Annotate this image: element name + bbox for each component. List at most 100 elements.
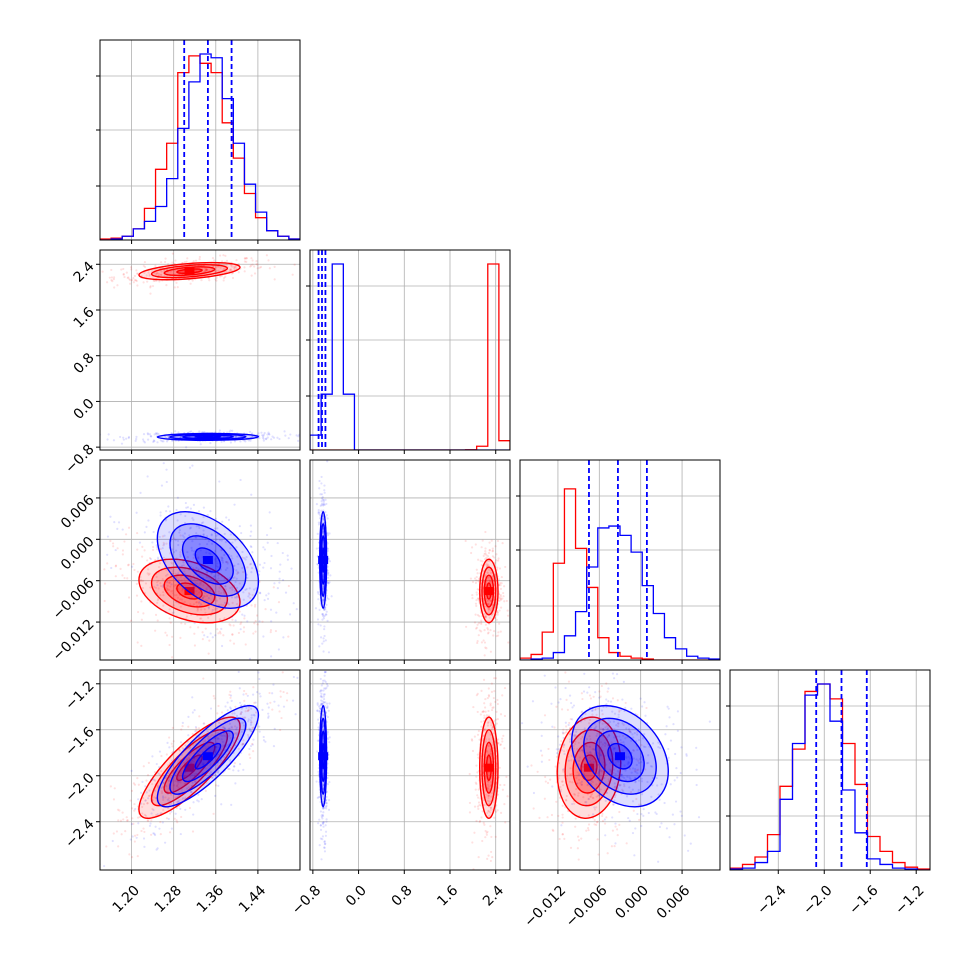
- scatter-point: [485, 647, 488, 650]
- scatter-point: [320, 509, 323, 512]
- scatter-point: [179, 534, 182, 537]
- scatter-point: [189, 761, 192, 764]
- scatter-point: [236, 733, 239, 736]
- scatter-point: [128, 853, 131, 856]
- scatter-point: [629, 731, 633, 734]
- scatter-point: [315, 503, 319, 506]
- scatter-point: [581, 749, 584, 752]
- scatter-point: [322, 527, 325, 530]
- scatter-point: [198, 255, 201, 259]
- scatter-point: [211, 609, 214, 612]
- scatter-point: [558, 837, 561, 841]
- scatter-point: [607, 734, 611, 737]
- scatter-point: [249, 524, 253, 527]
- scatter-point: [265, 254, 268, 257]
- scatter-point: [112, 278, 115, 281]
- scatter-point: [180, 772, 183, 775]
- scatter-point: [202, 584, 205, 587]
- scatter-point: [101, 270, 104, 273]
- scatter-point: [234, 539, 237, 542]
- scatter-point: [190, 769, 193, 772]
- scatter-point: [600, 709, 604, 712]
- scatter-point: [210, 533, 213, 536]
- scatter-point: [322, 798, 325, 801]
- scatter-point: [321, 682, 325, 685]
- scatter-point: [234, 435, 237, 438]
- scatter-point: [201, 638, 204, 641]
- scatter-point: [141, 797, 145, 800]
- scatter-point: [629, 730, 632, 733]
- scatter-point: [216, 527, 219, 530]
- scatter-point: [589, 738, 592, 741]
- scatter-point: [263, 431, 266, 435]
- scatter-point: [666, 705, 669, 708]
- scatter-point: [571, 802, 574, 806]
- pair-panel-3-2: [519, 669, 721, 871]
- scatter-point: [190, 761, 193, 764]
- scatter-point: [216, 771, 220, 774]
- scatter-point: [219, 734, 222, 737]
- scatter-point: [144, 814, 148, 817]
- scatter-point: [195, 525, 198, 528]
- scatter-point: [327, 571, 330, 574]
- scatter-point: [499, 587, 503, 590]
- scatter-point: [493, 799, 496, 802]
- scatter-point: [487, 599, 490, 602]
- scatter-point: [598, 794, 601, 797]
- scatter-point: [326, 702, 329, 705]
- pair-panel-3-0: [99, 669, 301, 871]
- scatter-point: [270, 655, 273, 658]
- scatter-point: [230, 555, 233, 558]
- scatter-point: [569, 846, 573, 849]
- scatter-point: [323, 608, 326, 611]
- scatter-point: [617, 776, 620, 779]
- scatter-point: [243, 689, 246, 693]
- density-peak-series-0: [184, 587, 195, 596]
- scatter-point: [561, 816, 564, 819]
- scatter-point: [136, 531, 139, 535]
- scatter-point: [320, 696, 324, 699]
- scatter-point: [122, 438, 125, 441]
- scatter-point: [208, 736, 211, 739]
- scatter-point: [484, 615, 488, 618]
- scatter-point: [607, 744, 610, 747]
- scatter-point: [263, 599, 266, 602]
- scatter-point: [201, 631, 204, 634]
- scatter-point: [485, 562, 488, 565]
- scatter-point: [146, 475, 149, 478]
- scatter-point: [488, 800, 491, 803]
- scatter-point: [471, 596, 474, 600]
- scatter-point: [561, 832, 564, 836]
- scatter-point: [485, 831, 488, 834]
- scatter-point: [145, 791, 148, 794]
- scatter-point: [197, 626, 200, 629]
- scatter-point: [591, 813, 595, 816]
- scatter-point: [247, 709, 250, 712]
- scatter-point: [158, 562, 162, 565]
- scatter-point: [495, 553, 498, 556]
- scatter-point: [249, 430, 252, 433]
- scatter-point: [247, 708, 250, 712]
- scatter-point: [167, 263, 170, 266]
- scatter-point: [319, 689, 322, 692]
- scatter-point: [595, 821, 599, 824]
- scatter-point: [247, 720, 250, 723]
- scatter-point: [231, 557, 234, 560]
- scatter-point: [554, 765, 557, 768]
- diag-clip-group: [100, 40, 300, 240]
- scatter-point: [194, 779, 197, 782]
- scatter-point: [132, 281, 135, 284]
- scatter-point: [161, 585, 164, 588]
- scatter-point: [486, 571, 489, 574]
- scatter-point: [606, 736, 609, 739]
- scatter-point: [326, 596, 329, 599]
- scatter-point: [150, 833, 153, 836]
- scatter-point: [621, 749, 624, 752]
- scatter-point: [480, 621, 483, 624]
- scatter-point: [159, 514, 162, 517]
- scatter-point: [265, 533, 269, 537]
- scatter-point: [601, 777, 604, 780]
- scatter-point: [327, 651, 331, 654]
- scatter-point: [247, 595, 250, 598]
- scatter-point: [326, 731, 329, 734]
